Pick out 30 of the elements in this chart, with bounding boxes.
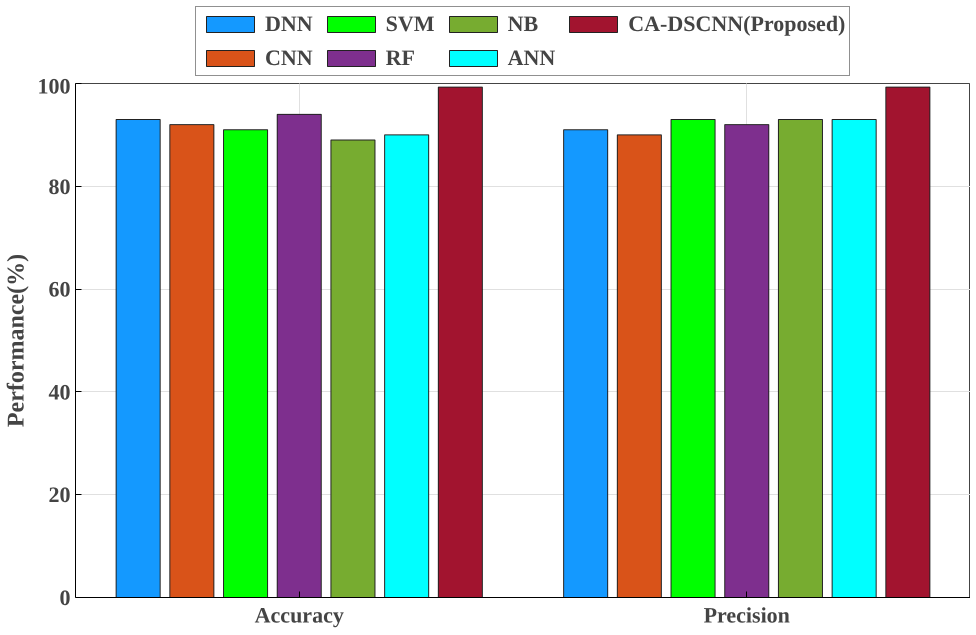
y-tick-label: 80 — [48, 174, 70, 199]
legend-label: ANN — [508, 45, 556, 71]
legend-label: NB — [508, 11, 538, 37]
bar — [223, 129, 268, 598]
y-tick-label: 60 — [48, 276, 70, 302]
legend-label: RF — [386, 45, 415, 71]
bar — [438, 86, 483, 598]
y-tick-label: 20 — [48, 482, 70, 508]
y-axis-title: Performance(%) — [4, 254, 30, 428]
bar — [563, 129, 608, 598]
y-tick-label: 100 — [38, 74, 70, 98]
legend-label: CA-DSCNN(Proposed) — [628, 11, 846, 37]
bar — [616, 134, 662, 598]
bar — [276, 114, 322, 598]
x-tick-label: Accuracy — [254, 602, 344, 628]
y-tick-label: 40 — [48, 379, 70, 404]
bar — [169, 124, 214, 598]
legend-label: CNN — [265, 45, 313, 71]
bar — [832, 118, 877, 598]
bar — [116, 118, 161, 598]
bar — [384, 134, 430, 598]
y-tick-label: 0 — [60, 585, 70, 610]
x-tick-label: Precision — [704, 602, 790, 628]
bar — [778, 118, 823, 598]
bar — [670, 118, 716, 598]
bar — [724, 124, 770, 598]
legend-label: DNN — [265, 11, 313, 37]
legend-label: SVM — [386, 11, 435, 37]
bar — [885, 86, 930, 598]
bar — [330, 140, 376, 598]
